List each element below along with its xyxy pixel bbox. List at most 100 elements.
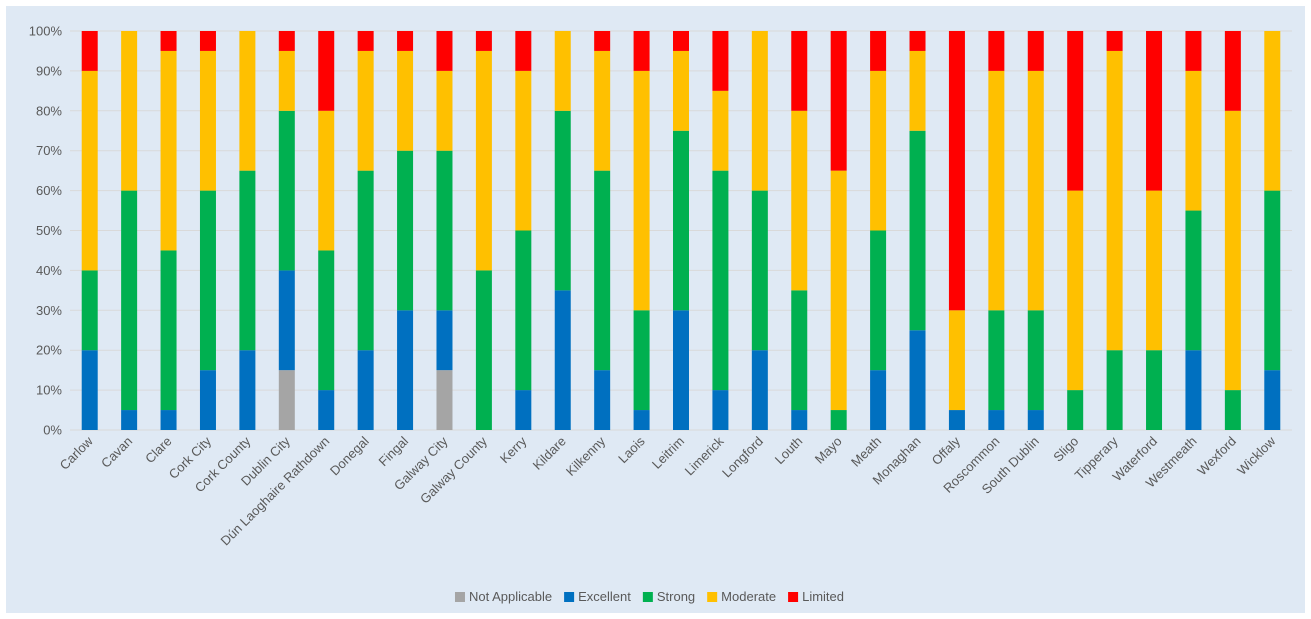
bar-segment-strong [1106, 350, 1123, 430]
bar-segment-excellent [357, 350, 374, 430]
bar-segment-moderate [239, 31, 256, 171]
bar-segment-excellent [633, 410, 650, 430]
bar-segment-excellent [1264, 370, 1281, 430]
bar-segment-moderate [1264, 31, 1281, 191]
x-category-label: Donegal [327, 433, 372, 478]
legend-label: Strong [657, 589, 695, 604]
bar-segment-excellent [121, 410, 138, 430]
bar-segment-limited [357, 31, 374, 51]
bar-segment-strong [633, 310, 650, 411]
bar-segment-strong [554, 110, 571, 291]
y-tick-label: 30% [36, 303, 62, 318]
bar-segment-strong [515, 230, 532, 391]
bar-segment-moderate [199, 50, 216, 191]
bar-segment-moderate [870, 70, 887, 231]
bar-segment-moderate [81, 70, 98, 271]
bar-segment-limited [1146, 31, 1163, 191]
bar-segment-strong [318, 250, 335, 391]
bar-segment-moderate [633, 70, 650, 311]
bar-segment-excellent [948, 410, 965, 430]
x-category-label: Wexford [1194, 434, 1239, 479]
bar-segment-moderate [830, 170, 847, 411]
bar-segment-moderate [357, 50, 374, 171]
bar-segment-moderate [318, 110, 335, 251]
bar-segment-strong [870, 230, 887, 371]
bar-segment-moderate [1146, 190, 1163, 351]
bar-segment-moderate [988, 70, 1005, 311]
bar-segment-strong [712, 170, 729, 391]
bar-segment-strong [278, 110, 295, 271]
x-category-label: Offaly [929, 433, 964, 468]
y-tick-label: 10% [36, 383, 62, 398]
bar-segment-limited [278, 31, 295, 51]
bar-segment-excellent [160, 410, 177, 430]
y-tick-label: 20% [36, 343, 62, 358]
bar-segment-limited [673, 31, 689, 51]
y-tick-label: 50% [36, 223, 62, 238]
y-tick-label: 90% [36, 63, 62, 78]
y-tick-label: 100% [29, 24, 63, 39]
bar-segment-excellent [554, 290, 571, 430]
x-category-label: Sligo [1050, 434, 1081, 465]
bar-segment-moderate [554, 31, 571, 111]
bar-segment-strong [357, 170, 374, 351]
legend-label: Not Applicable [469, 589, 552, 604]
bar-segment-not-applicable [436, 370, 453, 430]
bar-segment-limited [1106, 31, 1123, 51]
bar-segment-excellent [318, 390, 335, 430]
bar-segment-excellent [751, 350, 768, 430]
bar-segment-moderate [1027, 70, 1044, 311]
x-category-label: Cavan [98, 434, 135, 471]
bar-segment-limited [81, 31, 98, 71]
bar-segment-moderate [1106, 50, 1123, 351]
bar-segment-strong [673, 130, 689, 311]
bar-segment-moderate [948, 310, 965, 411]
x-category-label: Clare [142, 434, 175, 467]
bar-segment-excellent [1185, 350, 1202, 430]
legend-swatch [788, 592, 799, 602]
bar-segment-strong [239, 170, 256, 351]
bar-segment-limited [988, 31, 1005, 71]
bar-segment-strong [1185, 210, 1202, 351]
bar-segment-strong [199, 190, 216, 371]
y-tick-label: 60% [36, 183, 62, 198]
bar-segment-moderate [397, 50, 414, 151]
y-axis-ticks: 0% 10% 20% 30% 40% 50% 60% 70% 80% 90% 100% [29, 24, 63, 438]
bar-segment-limited [712, 31, 729, 91]
bar-segment-strong [791, 290, 808, 411]
bar-segment-limited [515, 31, 532, 71]
x-category-label: Laois [615, 433, 648, 466]
bar-segment-excellent [988, 410, 1005, 430]
bar-segment-moderate [791, 110, 808, 291]
bar-segment-strong [594, 170, 611, 371]
x-category-label: Kerry [497, 433, 530, 466]
bar-segment-strong [1224, 390, 1241, 430]
y-tick-label: 80% [36, 103, 62, 118]
bar-segment-limited [397, 31, 414, 51]
legend: Not Applicable Excellent Strong Moderate Lim… [454, 589, 844, 604]
bar-segment-strong [121, 190, 138, 411]
bar-segment-excellent [909, 330, 926, 430]
bar-segment-strong [909, 130, 926, 331]
bar-segment-moderate [160, 50, 177, 251]
bar-segment-moderate [673, 50, 689, 131]
bar-segment-limited [948, 31, 965, 311]
bar-segment-limited [870, 31, 887, 71]
bar-segment-limited [199, 31, 216, 51]
legend-swatch [564, 592, 575, 602]
legend-swatch [707, 592, 718, 602]
bar-segment-moderate [475, 50, 492, 271]
bar-segment-excellent [673, 310, 689, 430]
chart-area: 0% 10% 20% 30% 40% 50% 60% 70% 80% 90% 100% Carlow… [6, 6, 1305, 613]
x-category-label: Longford [719, 434, 766, 481]
bar-segment-excellent [515, 390, 532, 430]
bar-segment-limited [791, 31, 808, 111]
bar-segment-strong [751, 190, 768, 351]
legend-label: Moderate [721, 589, 776, 604]
bar-segment-moderate [436, 70, 453, 151]
bar-segment-strong [1067, 390, 1084, 430]
bar-segment-limited [318, 31, 335, 111]
bar-segment-limited [830, 31, 847, 171]
bar-segment-excellent [1027, 410, 1044, 430]
